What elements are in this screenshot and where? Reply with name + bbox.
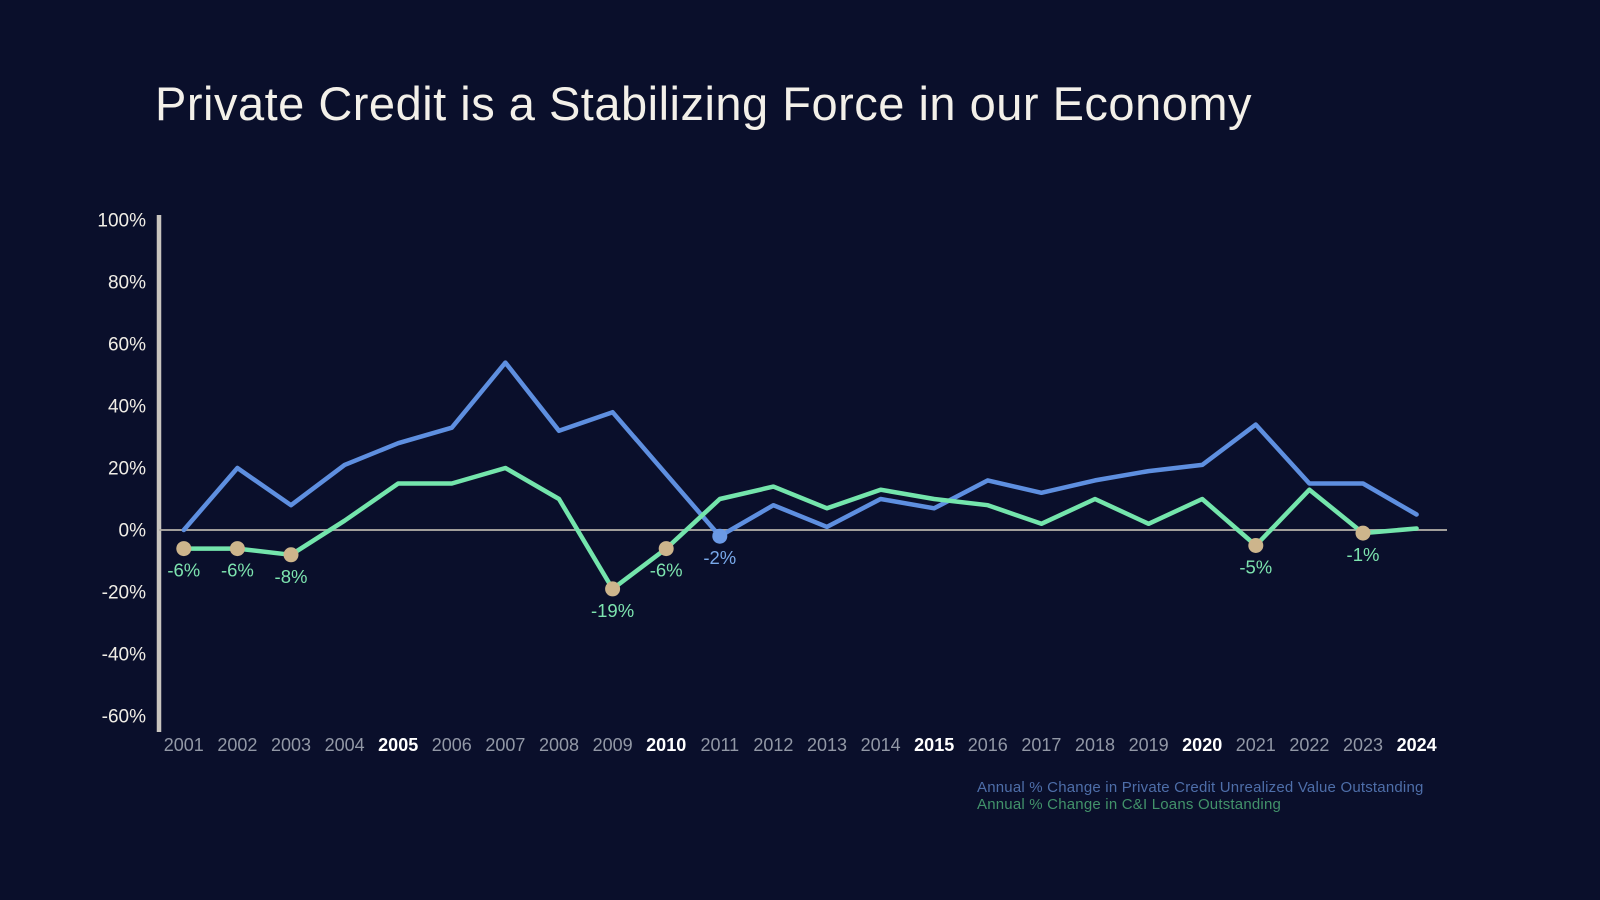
x-tick-label: 2024	[1397, 735, 1437, 755]
point-label: -6%	[167, 560, 200, 581]
chart-title: Private Credit is a Stabilizing Force in…	[155, 77, 1252, 130]
x-tick-label: 2013	[807, 735, 847, 755]
y-tick-label: -40%	[102, 645, 146, 666]
y-tick-label: 100%	[97, 211, 146, 232]
point-marker	[176, 541, 192, 557]
point-label: -5%	[1239, 557, 1272, 578]
x-tick-label: 2008	[539, 735, 579, 755]
y-tick-label: 40%	[108, 397, 146, 418]
x-tick-label: 2001	[164, 735, 204, 755]
point-marker	[1248, 538, 1264, 553]
point-marker	[1355, 525, 1371, 541]
x-tick-label: 2014	[861, 735, 901, 755]
x-tick-label: 2004	[325, 735, 365, 755]
y-tick-label: -20%	[102, 583, 146, 604]
x-tick-label: 2016	[968, 735, 1008, 755]
point-marker	[229, 541, 245, 557]
legend-item-ci-loans: Annual % Change in C&I Loans Outstanding	[977, 795, 1282, 813]
y-tick-label: 80%	[108, 273, 146, 294]
point-label: -6%	[650, 560, 683, 581]
x-tick-label: 2020	[1182, 735, 1222, 755]
x-tick-label: 2018	[1075, 735, 1115, 755]
point-marker	[712, 528, 728, 544]
x-tick-label: 2022	[1289, 735, 1329, 755]
x-tick-label: 2011	[700, 735, 739, 755]
x-tick-label: 2023	[1343, 735, 1383, 755]
point-label: -6%	[221, 560, 254, 581]
x-tick-label: 2007	[485, 735, 525, 755]
x-tick-label: 2002	[217, 735, 257, 755]
chart-legend: Annual % Change in Private Credit Unreal…	[977, 779, 1424, 813]
point-marker	[658, 541, 674, 557]
x-tick-label: 2005	[378, 735, 418, 755]
point-label: -2%	[703, 547, 736, 568]
y-tick-label: 20%	[108, 459, 146, 480]
point-marker	[605, 581, 621, 597]
x-tick-label: 2009	[593, 735, 633, 755]
x-tick-label: 2010	[646, 735, 686, 755]
y-tick-label: -60%	[102, 707, 146, 728]
point-label: -1%	[1347, 544, 1380, 565]
x-tick-label: 2017	[1021, 735, 1061, 755]
x-tick-label: 2019	[1129, 735, 1169, 755]
series-line-private-credit	[181, 360, 1419, 539]
x-tick-label: 2003	[271, 735, 311, 755]
y-tick-label: 0%	[119, 521, 147, 542]
point-label: -8%	[275, 566, 308, 587]
x-tick-label: 2015	[914, 735, 954, 755]
y-tick-label: 60%	[108, 335, 146, 356]
x-tick-label: 2012	[753, 735, 793, 755]
point-label: -19%	[591, 600, 634, 621]
series-line-ci-loans	[181, 465, 1419, 592]
legend-item-private-credit: Annual % Change in Private Credit Unreal…	[977, 779, 1424, 796]
point-marker	[283, 547, 299, 563]
x-tick-label: 2006	[432, 735, 472, 755]
x-tick-label: 2021	[1236, 735, 1276, 755]
